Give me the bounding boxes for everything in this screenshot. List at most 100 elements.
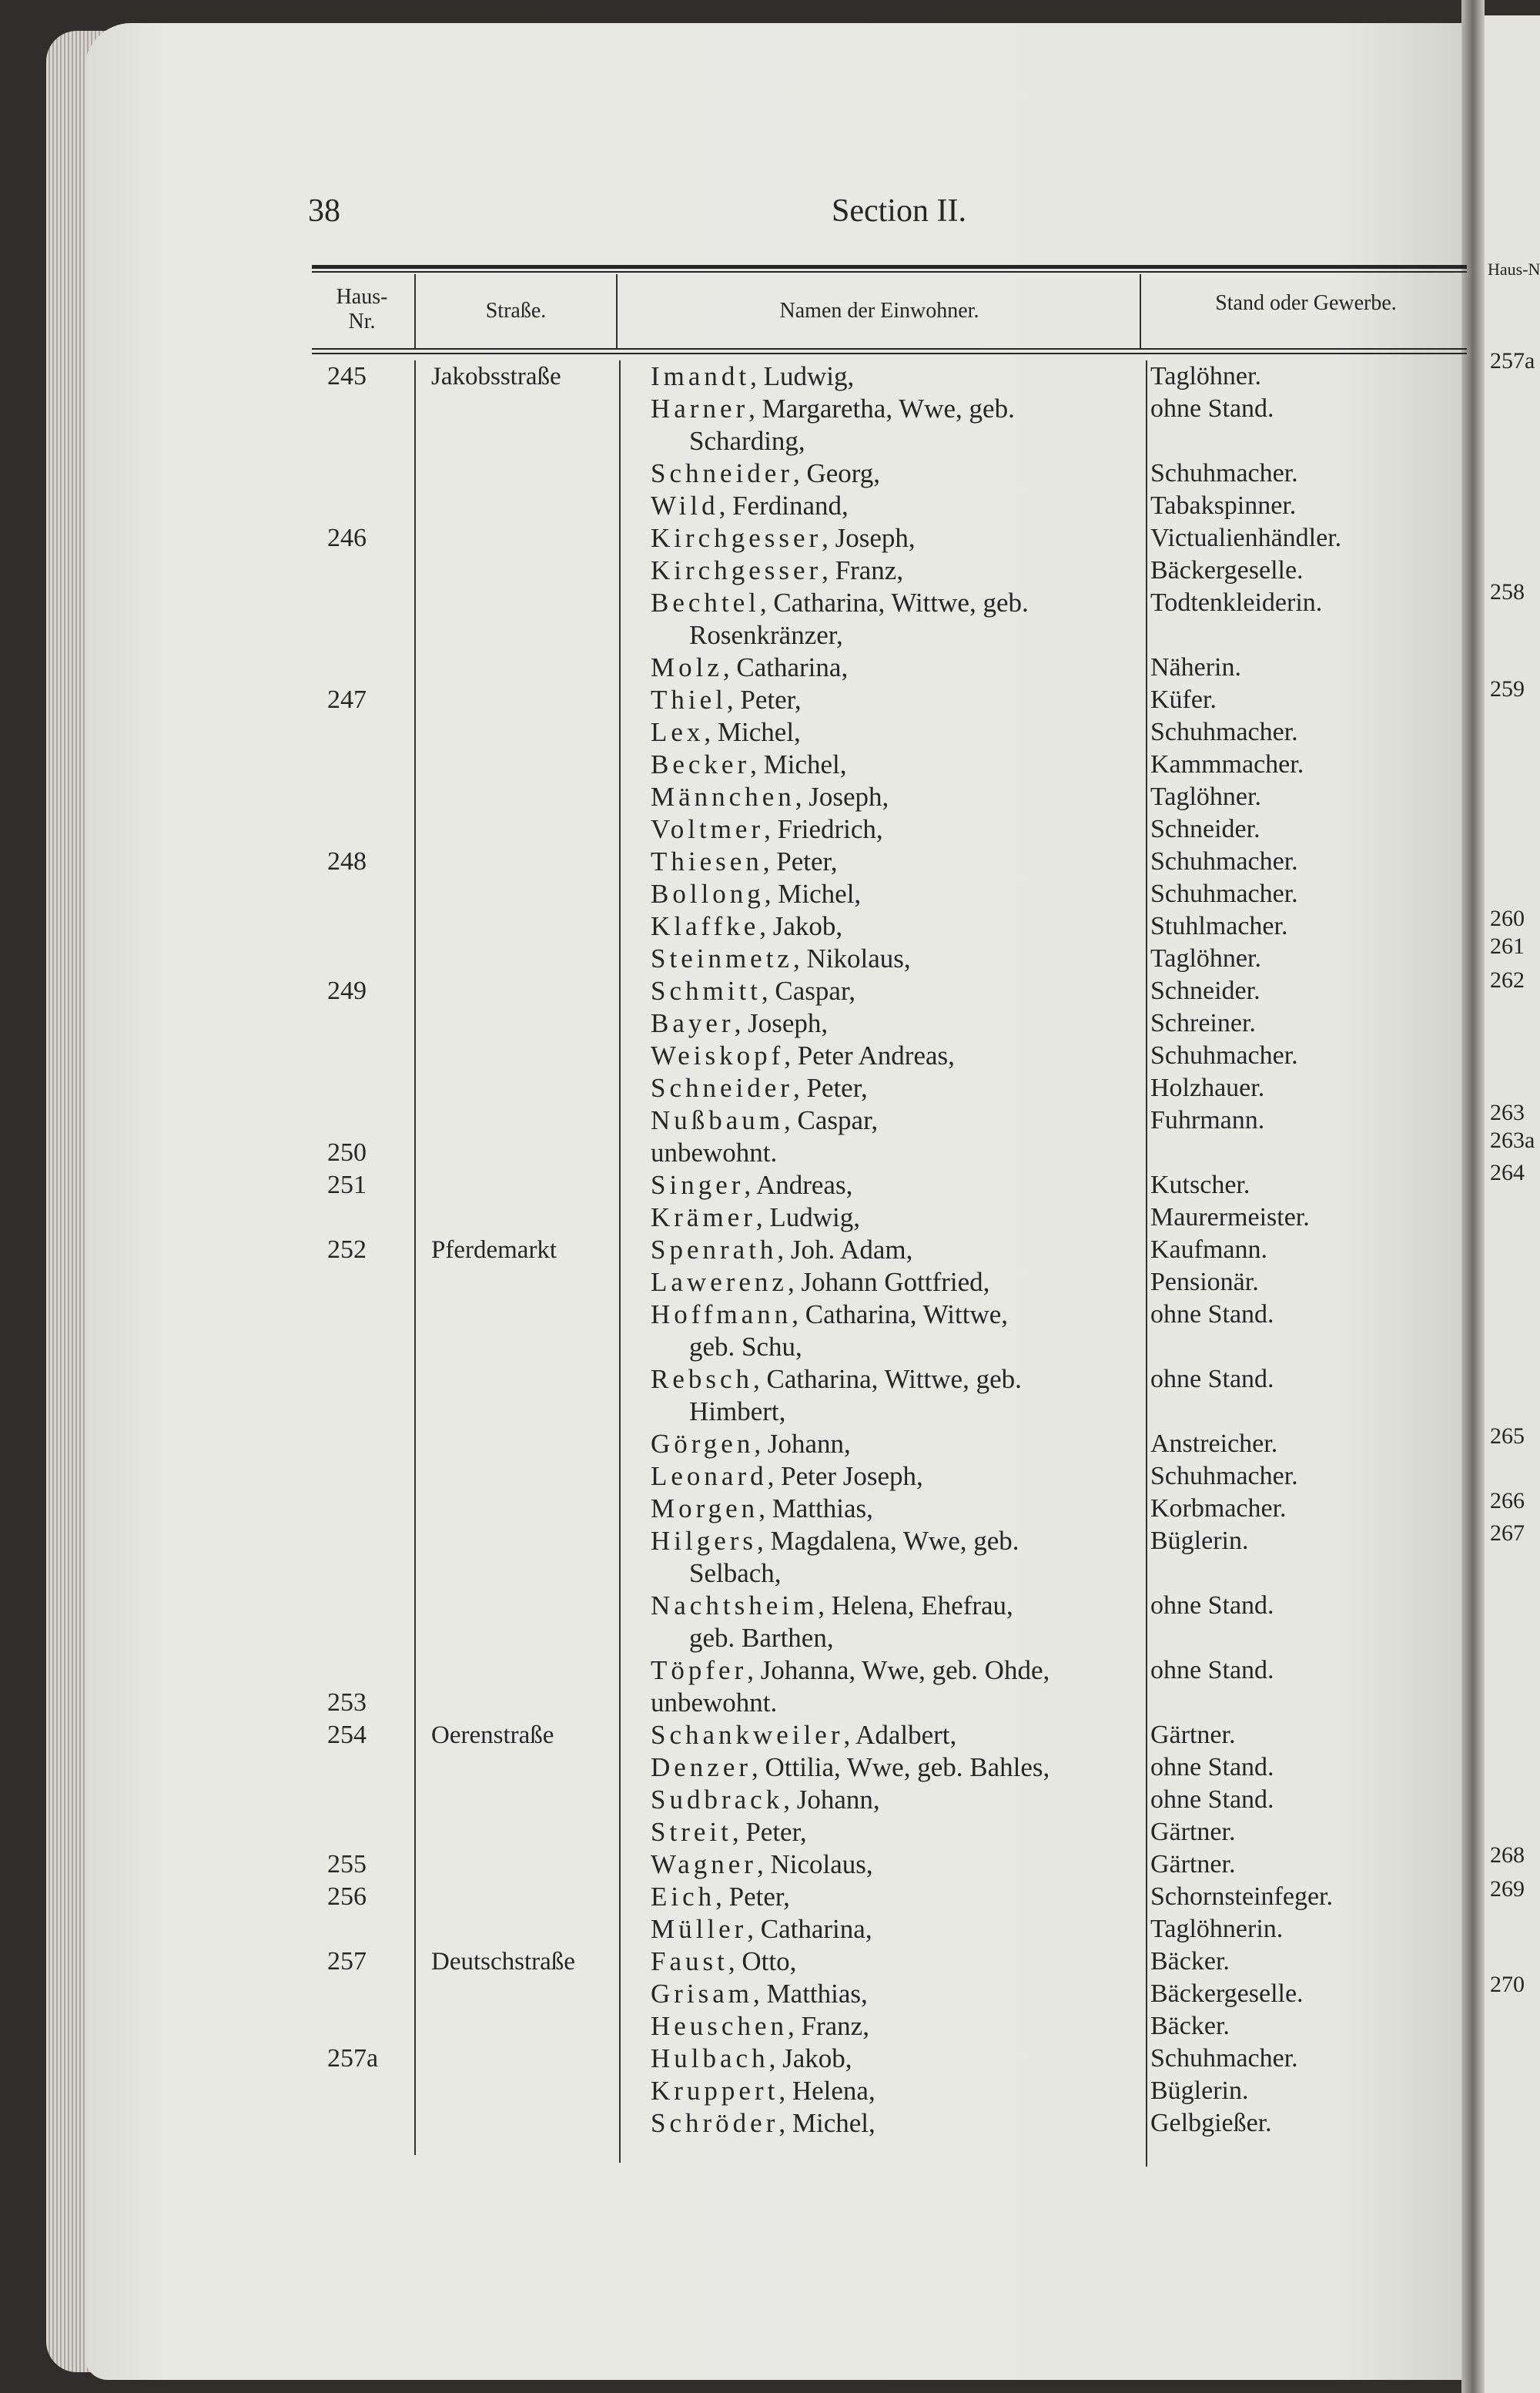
facing-house-number: 262	[1490, 967, 1525, 993]
facing-house-number: 266	[1490, 1488, 1525, 1513]
resident-name: Morgen, Matthias,	[651, 1493, 873, 1525]
header-house-number: Haus- Nr.	[312, 285, 412, 334]
house-number: 257a	[327, 2044, 379, 2073]
resident-name: Streit, Peter,	[651, 1816, 807, 1848]
occupation: ohne Stand.	[1150, 1785, 1274, 1814]
occupation: Bäckergeselle.	[1150, 556, 1304, 585]
header-nr-line2: Nr.	[348, 310, 376, 333]
resident-name: Kirchgesser, Joseph,	[651, 522, 916, 555]
occupation: ohne Stand.	[1150, 394, 1274, 423]
surname: Hoffmann	[651, 1299, 792, 1329]
given-names: , Margaretha, Wwe, geb.	[748, 394, 1015, 424]
surname: Imandt	[651, 361, 751, 391]
occupation: Gärtner.	[1150, 1721, 1236, 1749]
surname: Thiesen	[651, 846, 763, 876]
occupation: Tabakspinner.	[1150, 491, 1297, 520]
facing-house-number: 257a	[1490, 348, 1535, 374]
occupation: Maurermeister.	[1150, 1203, 1310, 1232]
occupation: Küfer.	[1150, 685, 1217, 714]
surname: Molz	[651, 652, 723, 682]
occupation: Todtenkleiderin.	[1150, 588, 1323, 617]
book-page	[85, 23, 1471, 2380]
given-names: , Matthias,	[758, 1493, 873, 1523]
resident-name: Lex, Michel,	[651, 716, 801, 749]
given-names: , Ludwig,	[750, 361, 855, 391]
occupation: Schuhmacher.	[1150, 1462, 1298, 1490]
resident-name: Bayer, Joseph,	[651, 1007, 828, 1040]
resident-name: Lawerenz, Johann Gottfried,	[651, 1266, 989, 1299]
surname: Denzer	[651, 1752, 752, 1782]
surname: Klaffke	[651, 911, 760, 941]
book-gutter	[1461, 0, 1485, 2393]
facing-house-number: 265	[1490, 1423, 1525, 1449]
occupation: Bäcker.	[1150, 1947, 1230, 1976]
given-names: , Otto,	[728, 1946, 797, 1976]
house-number: 254	[327, 1721, 367, 1749]
resident-name: Weiskopf, Peter Andreas,	[651, 1040, 955, 1072]
surname: Spenrath	[651, 1235, 778, 1265]
facing-header: Haus-Nr.	[1488, 260, 1540, 279]
house-number: 255	[327, 1850, 367, 1879]
surname: Leonard	[651, 1461, 768, 1491]
given-names: , Johann,	[783, 1785, 880, 1815]
house-number: 251	[327, 1171, 367, 1199]
resident-name: Thiesen, Peter,	[651, 846, 838, 878]
resident-name: Männchen, Joseph,	[651, 781, 889, 813]
given-names: , Peter Joseph,	[767, 1461, 923, 1491]
surname: Bollong	[651, 879, 765, 909]
given-names: , Johann Gottfried,	[787, 1267, 990, 1297]
occupation: Holzhauer.	[1150, 1074, 1265, 1102]
resident-name: Singer, Andreas,	[651, 1169, 852, 1202]
surname: Schneider	[651, 458, 793, 488]
surname: Becker	[651, 749, 751, 779]
facing-house-number: 263	[1490, 1100, 1525, 1125]
resident-name-continued: geb. Schu,	[689, 1332, 802, 1362]
street-name: Deutschstraße	[431, 1948, 575, 1976]
occupation: Schornsteinfeger.	[1150, 1882, 1333, 1911]
surname: Harner	[651, 394, 749, 424]
header-divider	[414, 274, 416, 348]
occupation: ohne Stand.	[1150, 1365, 1274, 1393]
surname: Streit	[651, 1817, 732, 1847]
given-names: , Helena, Ehefrau,	[818, 1590, 1013, 1620]
resident-name: Schneider, Georg,	[651, 457, 880, 490]
occupation: Anstreicher.	[1150, 1429, 1278, 1458]
occupation: Kammmacher.	[1150, 750, 1304, 779]
given-names: , Ferdinand,	[718, 491, 849, 521]
surname: Sudbrack	[651, 1785, 784, 1815]
given-names: , Nikolaus,	[792, 943, 911, 974]
given-names: , Peter,	[715, 1882, 790, 1912]
resident-name: Rebsch, Catharina, Wittwe, geb.	[651, 1363, 1022, 1396]
resident-name: Schneider, Peter,	[651, 1072, 868, 1104]
occupation: Bäckergeselle.	[1150, 1979, 1304, 2008]
facing-house-number: 268	[1490, 1842, 1525, 1868]
surname: Heuschen	[651, 2011, 788, 2041]
surname: Singer	[651, 1170, 745, 1200]
surname: Männchen	[651, 782, 795, 812]
given-names: , Catharina, Wittwe,	[792, 1299, 1009, 1329]
occupation: Pensionär.	[1150, 1268, 1259, 1296]
given-names: unbewohnt.	[651, 1138, 778, 1168]
given-names: , Franz,	[788, 2011, 869, 2041]
surname: Steinmetz	[651, 943, 793, 974]
resident-name: unbewohnt.	[651, 1137, 777, 1169]
surname: Kirchgesser	[651, 555, 822, 585]
resident-name-continued: geb. Barthen,	[689, 1623, 834, 1653]
occupation: Victualienhändler.	[1150, 524, 1342, 552]
resident-name: Schankweiler, Adalbert,	[651, 1719, 956, 1751]
given-names: , Catharina, Wittwe, geb.	[759, 588, 1029, 618]
given-names: , Andreas,	[744, 1170, 853, 1200]
resident-name: Kruppert, Helena,	[651, 2075, 875, 2107]
occupation: ohne Stand.	[1150, 1300, 1274, 1329]
given-names: , Joseph,	[734, 1008, 829, 1038]
facing-house-number: 261	[1490, 933, 1525, 959]
surname: Grisam	[651, 1979, 754, 2009]
resident-name: Wagner, Nicolaus,	[651, 1848, 873, 1881]
resident-name: unbewohnt.	[651, 1687, 777, 1719]
surname: Kirchgesser	[651, 523, 822, 553]
given-names: , Michel,	[764, 879, 862, 909]
resident-name: Nachtsheim, Helena, Ehefrau,	[651, 1590, 1013, 1622]
given-names: unbewohnt.	[651, 1688, 778, 1718]
given-names: , Georg,	[792, 458, 881, 488]
header-street: Straße.	[485, 299, 547, 323]
